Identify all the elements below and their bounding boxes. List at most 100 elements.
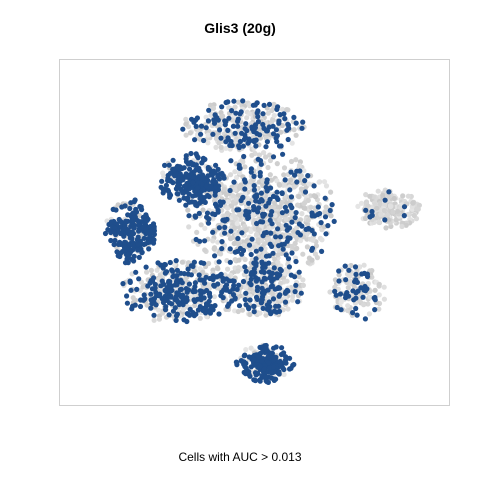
cell-point-low: [235, 308, 241, 315]
cell-point-low: [381, 296, 387, 302]
cell-point-high: [204, 301, 211, 307]
cell-point-high: [291, 361, 297, 368]
cell-point-high: [263, 144, 269, 150]
cell-point-high: [251, 309, 257, 315]
cell-point-high: [286, 225, 293, 231]
cell-point-high: [269, 243, 275, 249]
cell-point-low: [267, 172, 273, 178]
cell-point-low: [259, 207, 265, 213]
cell-point-low: [225, 205, 231, 211]
cell-point-high: [197, 238, 203, 244]
cell-point-high: [143, 264, 149, 270]
cell-point-high: [196, 167, 202, 173]
cell-point-high: [186, 191, 192, 197]
cell-point-low: [296, 274, 302, 280]
cell-point-high: [263, 345, 269, 351]
cell-point-high: [242, 264, 248, 270]
cell-point-high: [273, 376, 279, 382]
cell-point-high: [238, 197, 244, 204]
cell-point-high: [278, 267, 284, 274]
cell-point-high: [273, 303, 279, 309]
cell-point-high: [143, 212, 149, 218]
cell-point-high: [203, 125, 209, 131]
cell-point-high: [230, 123, 236, 129]
cell-point-low: [279, 199, 285, 206]
cell-point-high: [186, 199, 192, 205]
cell-point-high: [253, 256, 259, 262]
cell-point-high: [246, 304, 252, 311]
cell-point-high: [132, 197, 138, 203]
cell-point-high: [268, 284, 274, 290]
cell-point-high: [186, 186, 192, 192]
cell-point-low: [284, 107, 290, 113]
cell-point-high: [268, 230, 274, 236]
cell-point-high: [300, 119, 306, 125]
cell-point-high: [176, 197, 182, 203]
cell-point-low: [305, 217, 311, 223]
cell-point-high: [200, 175, 206, 181]
cell-point-high: [292, 172, 298, 178]
cell-point-high: [200, 157, 206, 163]
cell-point-high: [282, 177, 288, 183]
cell-point-high: [242, 297, 248, 303]
cell-point-high: [332, 288, 338, 294]
cell-point-high: [295, 299, 301, 305]
cell-point-low: [183, 121, 189, 127]
cell-point-high: [186, 213, 192, 219]
cell-point-high: [241, 153, 247, 160]
cell-point-low: [319, 237, 325, 243]
cell-point-high: [283, 252, 289, 258]
cell-point-high: [129, 235, 135, 242]
cell-point-high: [158, 283, 164, 289]
cell-point-low: [347, 273, 353, 279]
cell-point-low: [367, 193, 373, 199]
cell-point-high: [322, 195, 328, 201]
cell-point-high: [188, 150, 194, 157]
cell-point-low: [151, 317, 157, 323]
cell-point-high: [292, 215, 298, 221]
cell-point-high: [263, 203, 269, 209]
cell-point-high: [173, 279, 180, 285]
auc-threshold-caption: Cells with AUC > 0.013: [178, 450, 302, 464]
cell-point-high: [141, 296, 147, 302]
cell-point-low: [374, 205, 380, 211]
cell-point-high: [288, 202, 294, 208]
cell-point-low: [234, 221, 240, 227]
cell-point-high: [117, 218, 124, 224]
cell-point-high: [273, 127, 279, 133]
cell-point-high: [208, 183, 214, 189]
cell-point-high: [266, 253, 272, 259]
cell-point-high: [185, 287, 192, 293]
cell-point-high: [343, 295, 349, 301]
cell-point-high: [150, 221, 157, 227]
cell-point-high: [219, 246, 225, 252]
cell-point-high: [241, 353, 247, 359]
cell-point-high: [227, 187, 233, 194]
cell-point-high: [125, 253, 131, 259]
cell-point-high: [134, 286, 140, 292]
cell-point-high: [192, 137, 198, 143]
cell-point-high: [359, 271, 365, 277]
cell-point-high: [267, 196, 273, 202]
cell-point-low: [361, 302, 367, 308]
cell-point-high: [237, 138, 243, 145]
cell-point-high: [336, 268, 342, 274]
cell-point-high: [151, 225, 157, 232]
cell-point-high: [363, 207, 369, 213]
cell-point-high: [350, 288, 356, 294]
cell-point-low: [281, 165, 288, 171]
cell-point-low: [382, 201, 388, 207]
cell-point-high: [211, 117, 217, 123]
cell-point-high: [223, 119, 229, 125]
cell-point-low: [328, 189, 334, 195]
cell-point-high: [270, 250, 276, 256]
cell-point-low: [270, 117, 276, 123]
cell-point-high: [350, 310, 356, 316]
cell-point-low: [179, 259, 185, 265]
cell-point-high: [289, 250, 295, 256]
cell-point-high: [257, 363, 263, 369]
cell-point-low: [357, 298, 363, 304]
cell-point-high: [167, 170, 173, 176]
cell-point-high: [219, 104, 225, 110]
cell-point-high: [315, 211, 321, 218]
